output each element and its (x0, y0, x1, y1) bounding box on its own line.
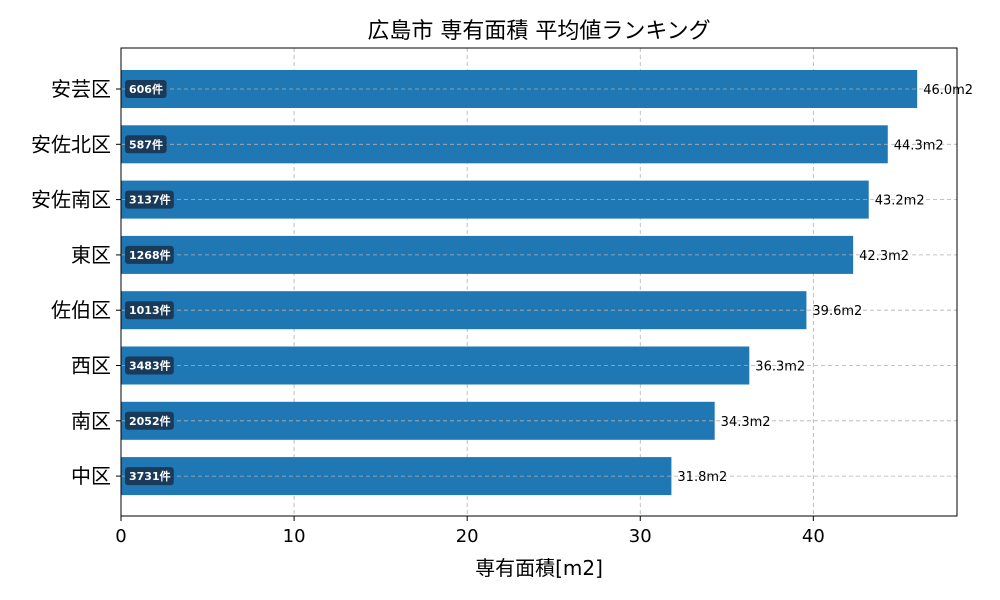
bar-count-label: 606件 (129, 82, 163, 96)
x-axis-label: 専有面積[m2] (475, 556, 603, 580)
y-tick-label: 南区 (71, 409, 111, 433)
bar-value-label: 34.3m2 (721, 415, 771, 430)
x-tick-label: 40 (802, 526, 825, 547)
count-badge (125, 80, 167, 98)
count-badge (125, 135, 167, 154)
count-badge (125, 190, 174, 209)
count-badge (125, 467, 174, 486)
bar-value-label: 46.0m2 (923, 83, 973, 98)
x-tick-label: 0 (115, 526, 126, 547)
bar-value-label: 36.3m2 (755, 360, 805, 375)
y-tick-label: 安佐南区 (31, 188, 111, 212)
x-tick-label: 30 (629, 526, 652, 547)
bar-count-label: 587件 (129, 137, 163, 151)
x-tick-label: 20 (456, 526, 479, 547)
plot-frame (120, 47, 958, 517)
count-badge (125, 411, 174, 430)
bar-value-label: 44.3m2 (894, 138, 944, 153)
y-tick-label: 佐伯区 (51, 298, 111, 322)
labels-layer: 46.0m2 606件 44.3m2 587件 43.2m2 3137件 42.3m2 126… (125, 80, 973, 486)
y-tick-label: 中区 (71, 464, 111, 488)
bar (121, 70, 918, 108)
bar (121, 346, 750, 385)
y-tick-label: 東区 (71, 243, 111, 267)
count-badge (125, 356, 174, 375)
bar-count-label: 1268件 (129, 248, 171, 262)
chart-title: 広島市 専有面積 平均値ランキング (367, 19, 710, 44)
count-badge (125, 301, 174, 320)
bar-count-label: 3137件 (129, 193, 171, 207)
y-tick-label: 西区 (71, 354, 111, 378)
x-tick-label: 10 (283, 526, 306, 547)
y-tick-label: 安佐北区 (31, 132, 111, 156)
bar-count-label: 1013件 (129, 303, 171, 317)
grid-layer (293, 48, 814, 516)
bar-count-label: 3731件 (129, 469, 171, 483)
bar-value-label: 31.8m2 (677, 470, 727, 485)
y-tick-label: 安芸区 (51, 77, 111, 101)
hgrid-layer (121, 88, 957, 477)
bar-value-label: 42.3m2 (859, 249, 909, 264)
bar-value-label: 39.6m2 (812, 304, 862, 319)
bars-layer (121, 70, 918, 496)
bar-value-label: 43.2m2 (875, 194, 925, 209)
count-badge (125, 245, 174, 264)
bar-count-label: 2052件 (129, 414, 171, 428)
bar-count-label: 3483件 (129, 359, 171, 373)
